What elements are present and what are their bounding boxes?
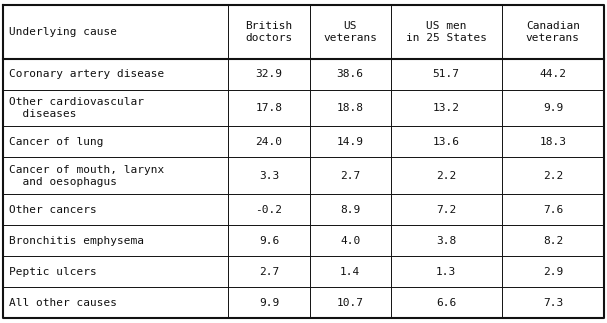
Text: All other causes: All other causes: [9, 298, 117, 307]
Text: 6.6: 6.6: [436, 298, 456, 307]
Text: Other cancers: Other cancers: [9, 204, 97, 214]
Text: 8.9: 8.9: [340, 204, 360, 214]
Text: Canadian
veterans: Canadian veterans: [526, 21, 580, 43]
Text: 17.8: 17.8: [256, 103, 282, 113]
Text: British
doctors: British doctors: [245, 21, 293, 43]
Text: US
veterans: US veterans: [323, 21, 377, 43]
Text: 24.0: 24.0: [256, 137, 282, 147]
Text: 32.9: 32.9: [256, 69, 282, 79]
Text: 2.7: 2.7: [259, 266, 279, 276]
Text: 8.2: 8.2: [543, 235, 563, 245]
Text: 2.2: 2.2: [436, 171, 456, 181]
Text: 3.3: 3.3: [259, 171, 279, 181]
Text: Other cardiovascular
  diseases: Other cardiovascular diseases: [9, 97, 144, 119]
Text: 2.7: 2.7: [340, 171, 360, 181]
Text: 2.9: 2.9: [543, 266, 563, 276]
Text: 7.6: 7.6: [543, 204, 563, 214]
Text: 18.3: 18.3: [540, 137, 566, 147]
Text: 14.9: 14.9: [336, 137, 364, 147]
Text: 13.2: 13.2: [433, 103, 459, 113]
Text: Peptic ulcers: Peptic ulcers: [9, 266, 97, 276]
Text: 2.2: 2.2: [543, 171, 563, 181]
Text: 44.2: 44.2: [540, 69, 566, 79]
Text: 13.6: 13.6: [433, 137, 459, 147]
Text: 1.4: 1.4: [340, 266, 360, 276]
Text: Bronchitis emphysema: Bronchitis emphysema: [9, 235, 144, 245]
Text: 7.3: 7.3: [543, 298, 563, 307]
Text: Cancer of mouth, larynx
  and oesophagus: Cancer of mouth, larynx and oesophagus: [9, 165, 164, 187]
Text: 51.7: 51.7: [433, 69, 459, 79]
Text: -0.2: -0.2: [256, 204, 282, 214]
Text: 4.0: 4.0: [340, 235, 360, 245]
Text: 9.9: 9.9: [259, 298, 279, 307]
Text: 9.9: 9.9: [543, 103, 563, 113]
Text: 3.8: 3.8: [436, 235, 456, 245]
Text: Coronary artery disease: Coronary artery disease: [9, 69, 164, 79]
Text: Cancer of lung: Cancer of lung: [9, 137, 104, 147]
Text: 1.3: 1.3: [436, 266, 456, 276]
Text: 9.6: 9.6: [259, 235, 279, 245]
Text: 7.2: 7.2: [436, 204, 456, 214]
Text: 18.8: 18.8: [336, 103, 364, 113]
Text: US men
in 25 States: US men in 25 States: [405, 21, 487, 43]
Text: Underlying cause: Underlying cause: [9, 27, 117, 37]
Text: 10.7: 10.7: [336, 298, 364, 307]
Text: 38.6: 38.6: [336, 69, 364, 79]
